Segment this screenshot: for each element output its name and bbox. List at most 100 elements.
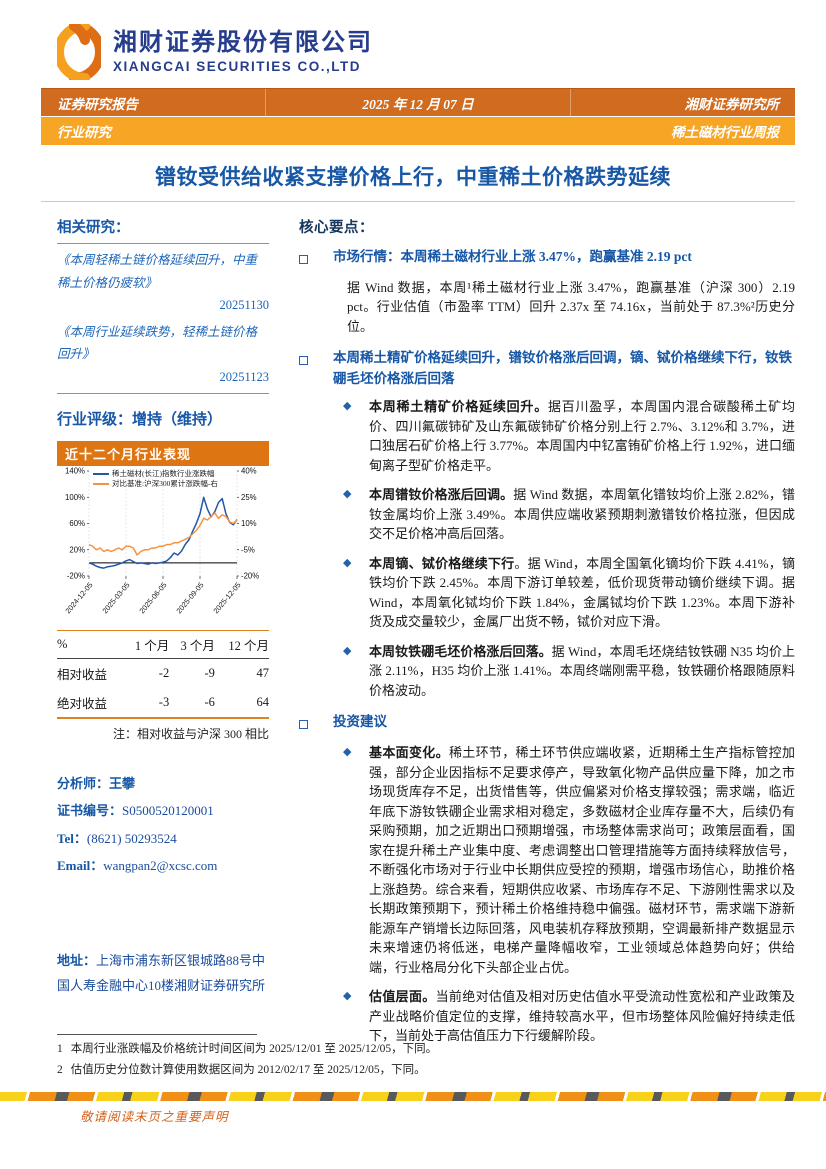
- related-research-title: 《本周轻稀土链价格延续回升，中重稀土价格仍疲软》: [57, 253, 258, 290]
- legend-swatch-orange: [93, 483, 109, 486]
- cell: 47: [256, 666, 270, 680]
- legend-label: 稀土磁材(长江)指数行业涨跌幅: [112, 469, 215, 478]
- cell: -9: [204, 666, 215, 680]
- bullet-lead: 本周稀土精矿价格延续回升。: [369, 399, 548, 415]
- address-text: 上海市浦东新区银城路88号中国人寿金融中心10楼湘财证券研究所: [57, 953, 266, 993]
- bullet-text: 本周钕铁硼毛坯价格涨后回落。据 Wind，本周毛坯烧结钕铁硼 N35 均价上涨 …: [369, 642, 795, 701]
- row-label: 绝对收益: [57, 697, 108, 711]
- page-title: 镨钕受供给收紧支撑价格上行，中重稀土价格跌势延续: [155, 166, 671, 189]
- section-heading: 投资建议: [333, 714, 387, 730]
- divider: [57, 243, 269, 244]
- bullet-text: 本周镝、铽价格继续下行。据 Wind，本周全国氧化镝均价下跌 4.41%，镝铁均…: [369, 554, 795, 632]
- diamond-bullet-icon: ◆: [343, 556, 352, 569]
- svg-text:100%: 100%: [65, 493, 85, 502]
- industry-rating: 行业评级：增持（维持）: [57, 411, 223, 428]
- cell: -3: [158, 695, 170, 709]
- bullet-text: 基本面变化。稀土环节，稀土环节供应端收紧，近期稀土生产指标管控加强，部分企业因指…: [369, 743, 795, 977]
- legend-item: 对比基准:沪深300累计涨跌幅-右: [93, 479, 218, 489]
- report-type-label: 证券研究报告: [57, 89, 267, 116]
- square-bullet-icon: [299, 247, 333, 271]
- svg-text:2025-09-05: 2025-09-05: [174, 581, 205, 616]
- col-header: 1 个月: [123, 630, 170, 659]
- table-note: 注：相对收益与沪深 300 相比: [112, 727, 269, 741]
- cert-label: 证书编号：: [57, 803, 123, 819]
- bullet-lead: 估值层面。: [369, 989, 436, 1005]
- weekly-report-label: 稀土磁材行业周报: [671, 125, 779, 140]
- chart-legend: 稀土磁材(长江)指数行业涨跌幅 对比基准:沪深300累计涨跌幅-右: [93, 469, 218, 489]
- title-divider: [41, 201, 795, 202]
- section-heading-row: 市场行情：本周稀土磁材行业上涨 3.47%，跑赢基准 2.19 pct: [299, 247, 795, 271]
- row-label: 相对收益: [57, 668, 108, 682]
- footnote-text: 本周行业涨跌幅及价格统计时间区间为 2025/12/01 至 2025/12/0…: [70, 1043, 438, 1055]
- sidebar: 相关研究： 《本周轻稀土链价格延续回升，中重稀土价格仍疲软》 20251130 …: [57, 216, 269, 1058]
- email-label: Email：: [57, 857, 104, 873]
- section-heading-row: 本周稀土精矿价格延续回升，镨钕价格涨后回调，镝、铽价格继续下行，钕铁硼毛坯价格涨…: [299, 348, 795, 390]
- section-market: 市场行情：本周稀土磁材行业上涨 3.47%，跑赢基准 2.19 pct 据 Wi…: [299, 247, 795, 336]
- bullet-lead: 本周镝、铽价格继续下行: [369, 555, 515, 571]
- analyst-label: 分析师：: [57, 776, 110, 791]
- address-label: 地址：: [57, 953, 97, 969]
- address-block: 地址：上海市浦东新区银城路88号中国人寿金融中心10楼湘财证券研究所: [57, 949, 269, 998]
- bullet-item: ◆ 基本面变化。稀土环节，稀土环节供应端收紧，近期稀土生产指标管控加强，部分企业…: [343, 743, 795, 977]
- industry-bar: 行业研究 稀土磁材行业周报: [41, 117, 795, 145]
- report-date: 2025 年 12 月 07 日: [266, 89, 571, 116]
- company-logo-icon: [57, 24, 101, 80]
- col-header: 3 个月: [169, 630, 215, 659]
- svg-text:40%: 40%: [241, 467, 257, 476]
- analyst-block: 分析师：王攀 证书编号：S0500520120001 Tel：(8621) 50…: [57, 770, 269, 879]
- table-header-row: % 1 个月 3 个月 12 个月: [57, 630, 269, 659]
- bullet-lead: 基本面变化。: [369, 745, 449, 761]
- bullet-text: 本周稀土精矿价格延续回升。据百川盈孚，本周国内混合碳酸稀土矿均价、四川氟碳铈矿及…: [369, 397, 795, 475]
- footnote-number: 2: [57, 1063, 63, 1076]
- footnote: 1 本周行业涨跌幅及价格统计时间区间为 2025/12/01 至 2025/12…: [57, 1039, 657, 1060]
- chart-title: 近十二个月行业表现: [57, 441, 269, 466]
- tel-number: (8621) 50293524: [86, 830, 177, 846]
- col-header: %: [57, 630, 124, 659]
- analyst-email-row: Email：wangpan2@xcsc.com: [57, 852, 269, 879]
- analyst-name: 王攀: [109, 776, 136, 791]
- report-type-bar: 证券研究报告 2025 年 12 月 07 日 湘财证券研究所: [41, 88, 795, 116]
- related-research-date: 20251130: [219, 298, 269, 312]
- legend-label: 对比基准:沪深300累计涨跌幅-右: [112, 479, 218, 489]
- footnotes: 1 本周行业涨跌幅及价格统计时间区间为 2025/12/01 至 2025/12…: [57, 1034, 657, 1080]
- svg-text:-20%: -20%: [67, 572, 85, 581]
- company-name-block: 湘财证券股份有限公司 XIANGCAI SECURITIES CO.,LTD: [113, 28, 373, 75]
- analyst-cert-row: 证书编号：S0500520120001: [57, 797, 269, 824]
- company-name-en: XIANGCAI SECURITIES CO.,LTD: [113, 59, 362, 75]
- svg-text:20%: 20%: [69, 545, 85, 554]
- section-heading: 市场行情：本周稀土磁材行业上涨 3.47%，跑赢基准 2.19 pct: [333, 249, 692, 264]
- footnote-separator: [57, 1034, 257, 1035]
- legend-swatch-blue: [93, 473, 109, 476]
- industry-research-label: 行业研究: [57, 125, 111, 140]
- footnote: 2 估值历史分位数计算使用数据区间为 2012/02/17 至 2025/12/…: [57, 1060, 657, 1081]
- analyst-tel-row: Tel：(8621) 50293524: [57, 825, 269, 852]
- cell: -6: [204, 695, 215, 709]
- industry-performance-chart: 近十二个月行业表现 2024-12-05 2025-03-05 2025-06-05…: [57, 441, 269, 622]
- table-row: 绝对收益 -3 -6 64: [57, 688, 269, 718]
- bullet-lead: 本周镨钕价格涨后回调。: [369, 487, 514, 503]
- decorative-stripe-bar: [0, 1092, 826, 1101]
- footer-disclaimer: 敬请阅读末页之重要声明: [80, 1110, 229, 1124]
- chart-plot-area: 2024-12-05 2025-03-05 2025-06-05 2025-09-05…: [57, 466, 269, 622]
- bullet-item: ◆ 本周镝、铽价格继续下行。据 Wind，本周全国氧化镝均价下跌 4.41%，镝…: [343, 554, 795, 632]
- bullet-text: 估值层面。当前绝对估值及相对历史估值水平受流动性宽松和产业政策及产业战略价值定位…: [369, 987, 795, 1046]
- related-research-date: 20251123: [219, 369, 269, 384]
- company-name-cn: 湘财证券股份有限公司: [113, 28, 373, 56]
- legend-item: 稀土磁材(长江)指数行业涨跌幅: [93, 469, 218, 479]
- bullet-lead: 本周钕铁硼毛坯价格涨后回落。: [369, 643, 552, 659]
- col-header: 12 个月: [214, 630, 269, 659]
- research-institute-label: 湘财证券研究所: [684, 96, 780, 112]
- square-bullet-icon: [299, 348, 333, 390]
- cell: 64: [256, 695, 270, 709]
- main-content: 核心要点： 市场行情：本周稀土磁材行业上涨 3.47%，跑赢基准 2.19 pc…: [299, 216, 795, 1058]
- related-research-title: 《本周行业延续跌势，轻稀土链价格回升》: [57, 324, 258, 362]
- svg-text:10%: 10%: [241, 519, 257, 528]
- svg-text:25%: 25%: [241, 493, 257, 502]
- svg-text:-5%: -5%: [241, 545, 255, 554]
- square-bullet-icon: [299, 712, 333, 736]
- footnote-number: 1: [57, 1043, 63, 1055]
- bullet-body: 当前绝对估值及相对历史估值水平受流动性宽松和产业政策及产业战略价值定位的支撑，维…: [369, 989, 795, 1044]
- cell: -2: [158, 666, 170, 680]
- svg-text:60%: 60%: [69, 519, 85, 528]
- bullet-body: 据 Wind，本周毛坯烧结钕铁硼 N35 均价上涨 2.11%，H35 均价上涨…: [369, 643, 795, 698]
